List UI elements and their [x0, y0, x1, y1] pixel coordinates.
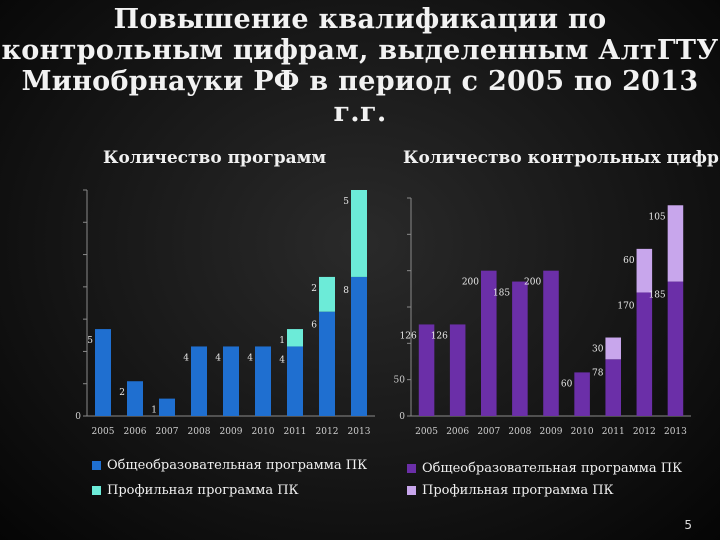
programs-data-label-2013-s0: 8: [343, 286, 349, 296]
programs-x-tick-label: 2009: [220, 427, 243, 437]
quotas-legend-profile-swatch: [407, 486, 416, 495]
programs-bar-2011-s1: [287, 329, 303, 347]
programs-legend-profile-swatch: [92, 486, 101, 495]
quotas-legend-profile: Профильная программа ПК: [407, 483, 614, 498]
programs-data-label-2009-s0: 4: [215, 353, 221, 363]
programs-bar-2013-s0: [351, 276, 367, 416]
quotas-data-label-2013-s0: 185: [648, 291, 665, 301]
quotas-x-tick-label: 2007: [477, 427, 500, 437]
quotas-bar-2009-s0: [543, 270, 559, 416]
programs-data-label-2006-s0: 2: [119, 388, 125, 398]
quotas-x-tick-label: 2011: [602, 427, 625, 437]
programs-bar-2013-s1: [351, 190, 367, 277]
programs-bar-2005-s0: [95, 329, 111, 416]
quotas-data-label-2005-s0: 126: [400, 331, 417, 341]
programs-x-tick-label: 2011: [284, 427, 307, 437]
quotas-data-label-2012-s1: 60: [623, 256, 635, 266]
programs-bar-2012-s0: [319, 311, 335, 416]
quotas-legend-general: Общеобразовательная программа ПК: [407, 461, 682, 476]
programs-data-label-2011-s0: 4: [279, 355, 285, 365]
quotas-x-tick-label: 2009: [540, 427, 563, 437]
programs-bar-2009-s0: [223, 346, 239, 416]
quotas-bar-2011-s0: [605, 359, 621, 416]
programs-bar-2011-s0: [287, 346, 303, 416]
programs-x-tick-label: 2010: [252, 427, 275, 437]
programs-data-label-2012-s0: 6: [311, 321, 317, 331]
programs-data-label-2008-s0: 4: [183, 353, 189, 363]
quotas-x-tick-label: 2008: [508, 427, 531, 437]
programs-y-tick-label: 0: [75, 412, 81, 422]
programs-legend-profile: Профильная программа ПК: [92, 483, 299, 498]
programs-legend-general-label: Общеобразовательная программа ПК: [107, 458, 368, 473]
programs-legend-general: Общеобразовательная программа ПК: [92, 458, 367, 473]
quotas-bar-2010-s0: [574, 372, 590, 416]
quotas-x-tick-label: 2013: [664, 427, 687, 437]
quotas-x-tick-label: 2006: [446, 427, 469, 437]
programs-legend-profile-label: Профильная программа ПК: [107, 483, 299, 498]
programs-data-label-2012-s1: 2: [311, 284, 317, 294]
programs-x-tick-label: 2006: [124, 427, 147, 437]
programs-data-label-2010-s0: 4: [247, 353, 253, 363]
programs-legend-general-swatch: [92, 461, 101, 470]
quotas-data-label-2013-s1: 105: [648, 212, 665, 222]
quotas-legend-profile-label: Профильная программа ПК: [422, 483, 614, 498]
quotas-x-tick-label: 2010: [571, 427, 594, 437]
quotas-bar-2008-s0: [512, 281, 528, 416]
quotas-bar-2013-s1: [667, 205, 684, 282]
quotas-data-label-2011-s1: 30: [592, 345, 604, 355]
quotas-bar-2006-s0: [449, 324, 466, 416]
programs-chart-title: Количество программ: [103, 148, 327, 168]
quotas-data-label-2009-s0: 200: [524, 278, 541, 288]
quotas-data-label-2007-s0: 200: [462, 278, 479, 288]
programs-bar-2010-s0: [255, 346, 271, 416]
programs-x-tick-label: 2012: [316, 427, 339, 437]
programs-data-label-2013-s1: 5: [343, 197, 349, 207]
quotas-data-label-2010-s0: 60: [561, 379, 573, 389]
quotas-legend-general-swatch: [407, 464, 416, 473]
quotas-bar-2005-s0: [418, 324, 435, 416]
quotas-bar-2013-s0: [667, 281, 684, 416]
programs-data-label-2005-s0: 5: [87, 336, 93, 346]
programs-x-tick-label: 2008: [188, 427, 211, 437]
quotas-data-label-2006-s0: 126: [431, 331, 448, 341]
quotas-legend-general-label: Общеобразовательная программа ПК: [422, 461, 683, 476]
quotas-bar-2012-s1: [636, 248, 653, 293]
quotas-data-label-2011-s0: 78: [592, 368, 604, 378]
programs-data-label-2007-s0: 1: [151, 406, 157, 416]
quotas-y-tick-label: 0: [399, 412, 405, 422]
quotas-y-tick-label: 50: [394, 376, 406, 386]
quotas-bar-2007-s0: [481, 270, 497, 416]
quotas-bar-2011-s1: [605, 337, 621, 360]
programs-x-tick-label: 2005: [92, 427, 115, 437]
programs-bar-2008-s0: [191, 346, 207, 416]
programs-bar-2012-s1: [319, 276, 335, 312]
programs-data-label-2011-s1: 1: [279, 336, 285, 346]
programs-bar-2006-s0: [127, 381, 143, 416]
quotas-chart-title: Количество контрольных цифр: [403, 148, 719, 168]
programs-bar-2007-s0: [159, 398, 175, 416]
quotas-x-tick-label: 2005: [415, 427, 438, 437]
quotas-data-label-2008-s0: 185: [493, 289, 510, 299]
slide-title: Повышение квалификации по контрольным ци…: [1, 4, 719, 128]
slide-number: 5: [684, 518, 692, 532]
programs-x-tick-label: 2013: [348, 427, 371, 437]
quotas-bar-2012-s0: [636, 292, 653, 416]
quotas-data-label-2012-s0: 170: [617, 301, 634, 311]
programs-x-tick-label: 2007: [156, 427, 179, 437]
quotas-x-tick-label: 2012: [633, 427, 656, 437]
